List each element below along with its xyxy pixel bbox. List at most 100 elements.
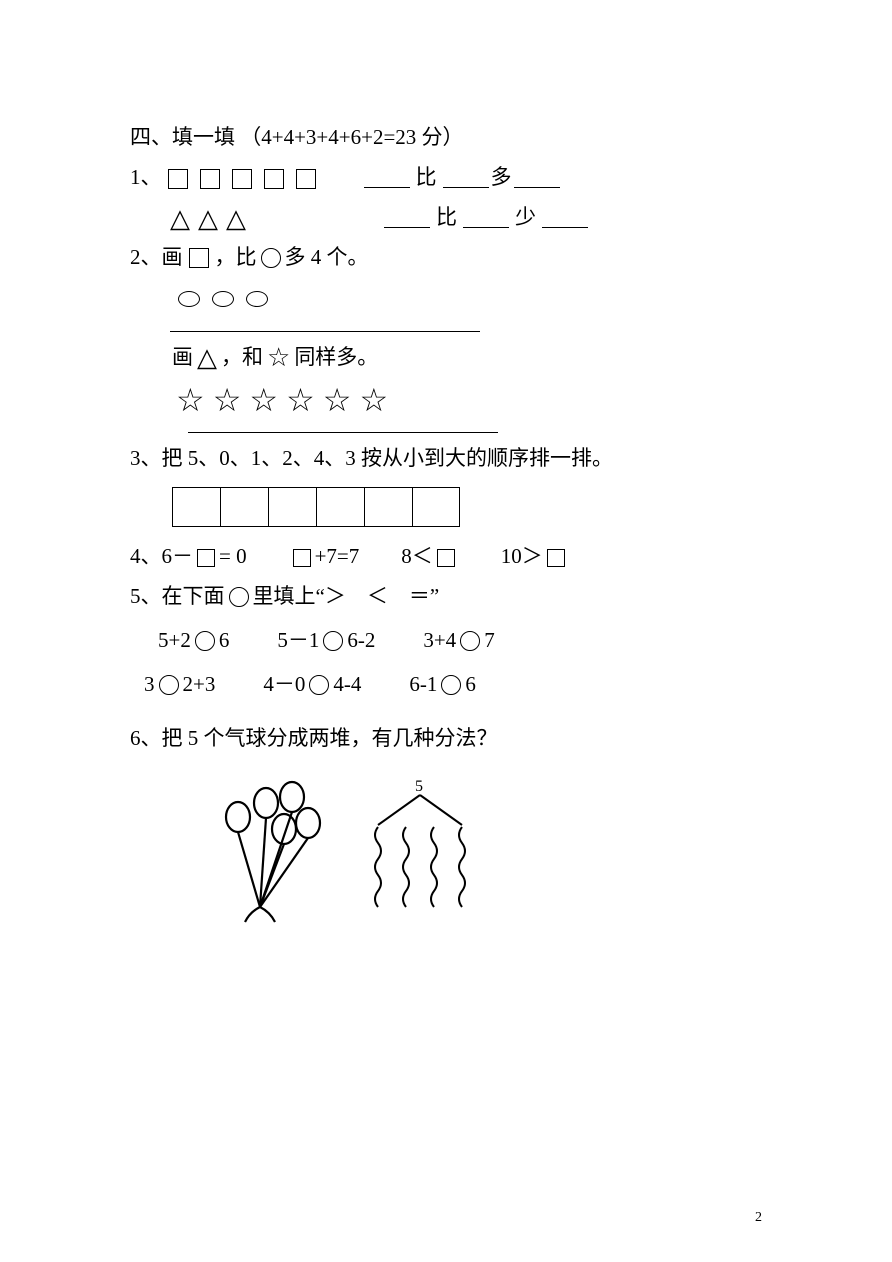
q1-line1: 1、 比 多 [130,158,762,198]
compare-item: 3 2+3 [144,665,215,705]
answer-box[interactable] [293,549,311,567]
answer-box[interactable] [197,549,215,567]
expr-right: 7 [484,621,495,661]
star-icon: ☆ [213,384,242,416]
q4-item-2: +7=7 [289,537,360,577]
expr-right: 6-2 [347,621,375,661]
star-icon: ☆ [323,384,352,416]
square-icon [200,169,220,189]
answer-box[interactable] [220,487,268,527]
answer-box[interactable] [172,487,220,527]
q2-mid: ，比 [215,238,257,278]
oval-icon [246,291,268,307]
answer-box[interactable] [268,487,316,527]
q2b-post: 同样多。 [294,338,378,378]
expr: 10＞ [501,544,543,568]
blank[interactable] [384,208,430,228]
worksheet-page: 四、填一填 （4+4+3+4+6+2=23 分） 1、 比 多 △△△ 比 少 … [0,0,892,927]
q6-text: 把 5 个气球分成两堆，有几种分法？ [162,719,498,759]
star-icon: ☆ [176,384,205,416]
q5-pre: 在下面 [162,577,225,617]
q5-post: 里填上“＞ ＜ ＝” [253,577,440,617]
blank[interactable] [542,208,588,228]
section-title-text: 四、填一填 （4+4+3+4+6+2=23 分） [130,118,464,158]
triangle-icon: △ [226,206,246,232]
compare-item: 5+2 6 [158,621,229,661]
balloons-icon [190,777,350,927]
star-icon: ☆ [286,384,315,416]
q4-num: 4、 [130,537,162,577]
answer-circle[interactable] [460,631,480,651]
blank[interactable] [364,168,410,188]
square-icon [232,169,252,189]
q2-line1: 2、 画 ，比 多 4 个。 [130,238,762,278]
expr-right: 6 [219,621,230,661]
text-bi: 比 [416,158,437,198]
expr-right: 2+3 [183,665,216,705]
answer-circle[interactable] [309,675,329,695]
compare-item: 3+47 [423,621,494,661]
triangle-icon: △ [198,206,218,232]
q3-num: 3、 [130,439,162,479]
expr-right: 4-4 [333,665,361,705]
q1-line2: △△△ 比 少 [166,198,762,238]
compare-item: 6-1 6 [409,665,476,705]
answer-circle[interactable] [441,675,461,695]
stars-row: ☆☆☆☆☆☆ [172,378,392,418]
expr: 8＜ [401,544,433,568]
q2-line2: 画 △ ，和 ☆ 同样多。 [172,338,762,378]
oval-icon [178,291,200,307]
compare-item: 4－0 4-4 [263,665,361,705]
q2b-draw: 画 [172,338,193,378]
q4-item-1: 6－ = 0 [162,537,247,577]
expr-left: 5+2 [158,621,191,661]
answer-box[interactable] [316,487,364,527]
q2-stars: ☆☆☆☆☆☆ [172,378,762,418]
text-duo: 多 [491,158,512,198]
q2-num: 2、 [130,238,162,278]
q2-post: 多 4 个。 [285,238,369,278]
square-icon [189,248,209,268]
expr-right: 6 [465,665,476,705]
answer-box[interactable] [547,549,565,567]
star-icon: ☆ [249,384,278,416]
q5-row: 5+2 6 5－16-2 3+47 [158,621,762,661]
answer-circle[interactable] [195,631,215,651]
answer-box[interactable] [437,549,455,567]
circle-icon [261,248,281,268]
q4-item-3: 8＜ [401,537,459,577]
q2-draw: 画 [162,238,183,278]
section-title: 四、填一填 （4+4+3+4+6+2=23 分） [130,118,762,158]
blank[interactable] [514,168,560,188]
answer-circle[interactable] [159,675,179,695]
answer-line[interactable] [170,331,480,332]
blank[interactable] [443,168,489,188]
answer-boxes[interactable] [172,487,762,527]
blank[interactable] [463,208,509,228]
answer-circle[interactable] [323,631,343,651]
squares-row [162,158,322,198]
answer-box[interactable] [364,487,412,527]
expr: = 0 [219,544,247,568]
expr-left: 6-1 [409,665,437,705]
triangle-icon: △ [170,206,190,232]
answer-line[interactable] [188,432,498,433]
square-icon [168,169,188,189]
star-icon: ☆ [267,345,290,371]
expr-left: 4－0 [263,665,305,705]
q3: 3、 把 5、0、1、2、4、3 按从小到大的顺序排一排。 [130,439,762,479]
compare-item: 5－16-2 [277,621,375,661]
expr-left: 3 [144,665,155,705]
page-number: 2 [755,1210,762,1226]
q4: 4、 6－ = 0 +7=7 8＜ 10＞ [130,537,762,577]
q3-text: 把 5、0、1、2、4、3 按从小到大的顺序排一排。 [162,439,614,479]
split-top-number: 5 [415,778,423,795]
square-icon [296,169,316,189]
oval-icon [212,291,234,307]
q1-num: 1、 [130,158,162,198]
expr: 6－ [162,544,194,568]
answer-box[interactable] [412,487,460,527]
circle-icon [229,587,249,607]
q6: 6、 把 5 个气球分成两堆，有几种分法？ [130,719,762,759]
q5-row: 3 2+3 4－0 4-4 6-1 6 [144,665,762,705]
